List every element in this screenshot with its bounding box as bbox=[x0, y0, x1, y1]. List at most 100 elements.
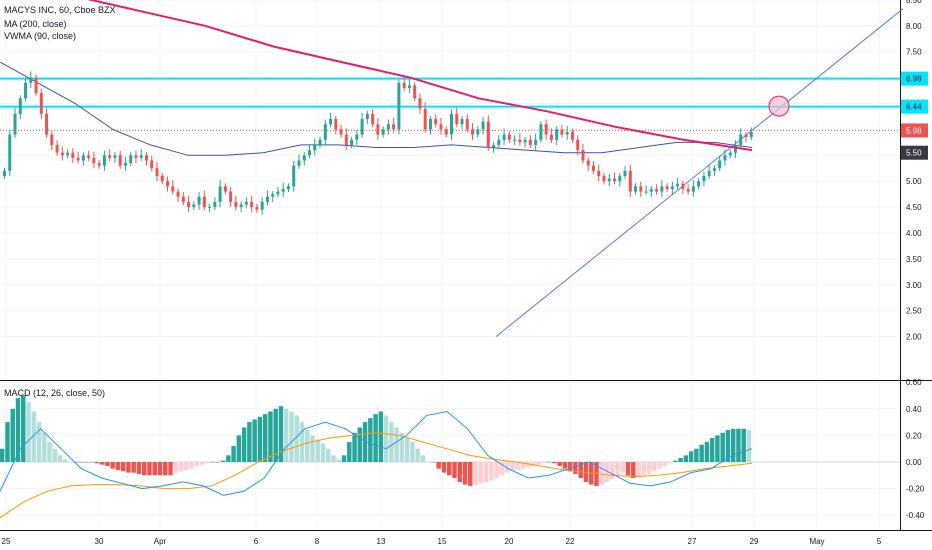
price-tick-label: 4.50 bbox=[906, 203, 922, 212]
macd-histogram-bar bbox=[510, 462, 515, 472]
macd-histogram-bar bbox=[326, 448, 331, 462]
candle-body bbox=[481, 121, 485, 130]
macd-histogram-bar bbox=[141, 462, 147, 476]
candle-body bbox=[728, 152, 732, 156]
macd-histogram-bar bbox=[252, 419, 257, 462]
candle-body bbox=[229, 191, 233, 202]
candle-body bbox=[3, 170, 6, 177]
macd-histogram-bar bbox=[525, 462, 531, 468]
candle-body bbox=[255, 207, 259, 210]
macd-histogram-bar bbox=[741, 428, 746, 462]
macd-histogram-bar bbox=[615, 462, 620, 476]
macd-histogram-bar bbox=[189, 462, 194, 469]
x-tick-label: 6 bbox=[254, 537, 259, 546]
macd-histogram-bar bbox=[226, 455, 231, 462]
candle-body bbox=[8, 134, 12, 171]
macd-histogram-bar bbox=[331, 455, 336, 462]
candle-body bbox=[92, 157, 96, 164]
candle-body bbox=[628, 170, 632, 192]
candle-body bbox=[260, 201, 264, 210]
macd-histogram-bar bbox=[157, 462, 163, 476]
macd-histogram-bar bbox=[515, 462, 520, 470]
macd-histogram-bar bbox=[652, 462, 657, 472]
candle-body bbox=[418, 98, 422, 109]
candle-body bbox=[297, 160, 301, 166]
candle-body bbox=[123, 163, 127, 166]
macd-histogram-bar bbox=[383, 415, 389, 462]
candle-body bbox=[334, 119, 338, 130]
macd-histogram-bar bbox=[0, 448, 5, 462]
macd-histogram-bar bbox=[520, 462, 526, 469]
candle-body bbox=[560, 129, 564, 135]
candle-body bbox=[24, 82, 28, 99]
macd-histogram-bar bbox=[247, 422, 252, 462]
macd-histogram-bar bbox=[667, 462, 673, 464]
macd-histogram-bar bbox=[641, 462, 647, 476]
macd-histogram-bar bbox=[173, 462, 178, 473]
candle-body bbox=[465, 119, 469, 130]
candle-body bbox=[365, 113, 369, 120]
candle-body bbox=[45, 113, 49, 135]
x-tick-label: 15 bbox=[438, 537, 447, 546]
macd-histogram-bar bbox=[468, 462, 473, 486]
macd-histogram-bar bbox=[305, 430, 310, 462]
candle-body bbox=[181, 196, 185, 202]
macd-histogram-bar bbox=[63, 459, 68, 462]
candle-body bbox=[586, 160, 590, 166]
macd-histogram-bar bbox=[378, 411, 384, 462]
trend-line bbox=[495, 8, 904, 337]
candle-body bbox=[660, 186, 664, 192]
x-tick-label: 25 bbox=[2, 537, 11, 546]
candle-body bbox=[428, 119, 432, 130]
macd-histogram-bar bbox=[47, 442, 52, 462]
price-level-tag-label: 6.98 bbox=[906, 75, 922, 84]
macd-histogram-bar bbox=[725, 430, 731, 462]
candle-body bbox=[29, 77, 33, 83]
candle-body bbox=[355, 134, 359, 140]
candle-body bbox=[192, 204, 196, 208]
candle-body bbox=[718, 160, 722, 169]
macd-histogram-bar bbox=[283, 408, 289, 462]
macd-histogram-bar bbox=[262, 414, 268, 462]
macd-histogram-bar bbox=[494, 462, 499, 478]
candle-body bbox=[202, 196, 206, 208]
price-tick-label: 7.50 bbox=[906, 48, 922, 57]
macd-histogram-bar bbox=[441, 462, 447, 473]
macd-histogram-bar bbox=[620, 462, 625, 473]
macd-histogram-bar bbox=[36, 422, 42, 462]
price-tick-label: 8.50 bbox=[906, 0, 922, 5]
candle-body bbox=[239, 204, 243, 208]
macd-histogram-bar bbox=[462, 462, 468, 485]
price-level-tag bbox=[901, 145, 928, 160]
macd-histogram-bar bbox=[341, 455, 347, 462]
candle-body bbox=[513, 139, 517, 141]
macd-histogram-bar bbox=[105, 462, 110, 466]
macd-histogram-bar bbox=[425, 462, 431, 463]
candle-body bbox=[460, 119, 464, 125]
x-tick-label: 29 bbox=[750, 537, 759, 546]
macd-histogram-bar bbox=[231, 446, 236, 462]
candle-body bbox=[407, 85, 411, 88]
candle-body bbox=[244, 201, 248, 205]
candle-body bbox=[292, 165, 296, 187]
macd-histogram-bar bbox=[420, 455, 426, 462]
macd-histogram-bar bbox=[336, 459, 342, 462]
candle-body bbox=[129, 155, 133, 164]
x-tick-label: 5 bbox=[877, 537, 882, 546]
macd-histogram-bar bbox=[573, 462, 578, 474]
candle-body bbox=[397, 82, 401, 130]
macd-histogram-bar bbox=[94, 462, 100, 464]
candle-body bbox=[66, 152, 70, 156]
candle-body bbox=[371, 113, 375, 125]
macd-histogram-bar bbox=[446, 462, 452, 476]
candle-body bbox=[686, 188, 690, 192]
macd-histogram-bar bbox=[126, 462, 131, 473]
macd-tick-label: -0.20 bbox=[906, 485, 925, 494]
x-tick-label: May bbox=[809, 537, 824, 546]
candle-body bbox=[497, 139, 501, 145]
macd-histogram-bar bbox=[536, 462, 541, 465]
macd-legend: MACD (12, 26, close, 50) bbox=[4, 388, 106, 398]
macd-histogram-bar bbox=[78, 462, 84, 463]
candle-body bbox=[281, 188, 285, 192]
